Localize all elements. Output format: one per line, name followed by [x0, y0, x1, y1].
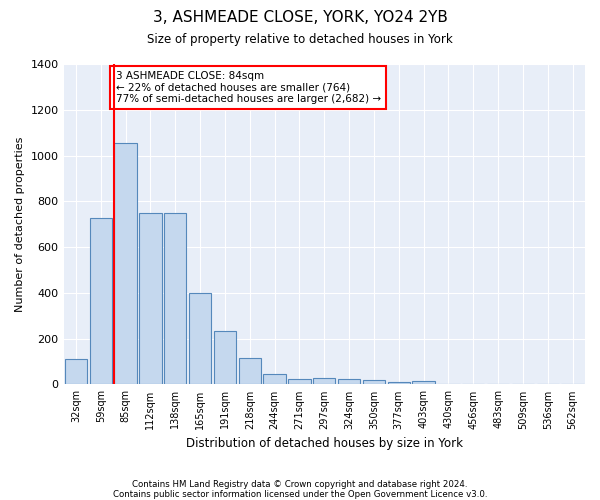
- Text: 3 ASHMEADE CLOSE: 84sqm
← 22% of detached houses are smaller (764)
77% of semi-d: 3 ASHMEADE CLOSE: 84sqm ← 22% of detache…: [116, 71, 381, 104]
- Text: 3, ASHMEADE CLOSE, YORK, YO24 2YB: 3, ASHMEADE CLOSE, YORK, YO24 2YB: [152, 10, 448, 25]
- Text: Contains public sector information licensed under the Open Government Licence v3: Contains public sector information licen…: [113, 490, 487, 499]
- Text: Size of property relative to detached houses in York: Size of property relative to detached ho…: [147, 32, 453, 46]
- Bar: [239, 358, 261, 384]
- Bar: [388, 382, 410, 384]
- Bar: [288, 378, 311, 384]
- Bar: [139, 213, 161, 384]
- Y-axis label: Number of detached properties: Number of detached properties: [15, 136, 25, 312]
- Bar: [338, 378, 360, 384]
- Bar: [412, 381, 435, 384]
- Bar: [164, 213, 187, 384]
- Bar: [263, 374, 286, 384]
- Bar: [115, 143, 137, 384]
- X-axis label: Distribution of detached houses by size in York: Distribution of detached houses by size …: [186, 437, 463, 450]
- Bar: [189, 293, 211, 384]
- Bar: [214, 330, 236, 384]
- Bar: [65, 360, 87, 384]
- Text: Contains HM Land Registry data © Crown copyright and database right 2024.: Contains HM Land Registry data © Crown c…: [132, 480, 468, 489]
- Bar: [89, 218, 112, 384]
- Bar: [313, 378, 335, 384]
- Bar: [363, 380, 385, 384]
